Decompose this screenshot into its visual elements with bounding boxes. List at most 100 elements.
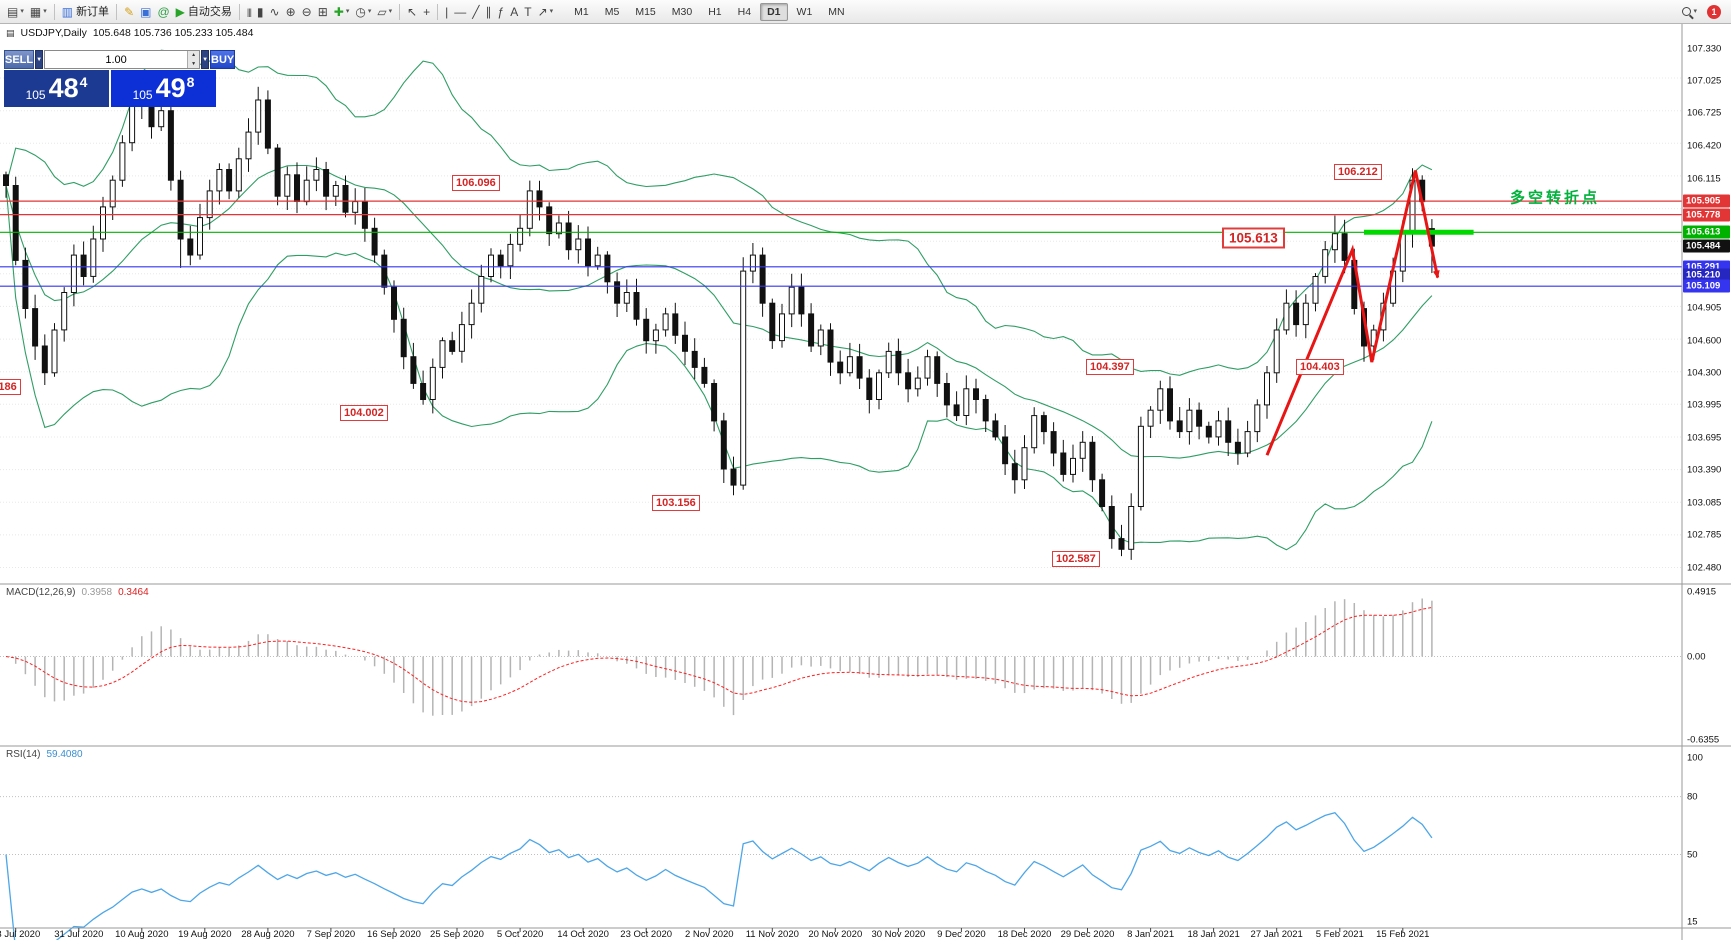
buy-button[interactable]: BUY <box>210 50 236 69</box>
chart-annotation[interactable]: 多空转折点 <box>1510 189 1601 207</box>
history-center-button[interactable]: ▣ <box>137 2 154 22</box>
one-click-trading-panel: SELL ▼ ▲ ▼ ▼ BUY 105 48 4 105 49 8 <box>4 50 236 107</box>
trade-price-tiles: 105 48 4 105 49 8 <box>4 70 217 107</box>
timeframe-h4[interactable]: H4 <box>737 5 752 18</box>
toolbar-separator <box>399 3 401 20</box>
autotrading-button[interactable]: ▶ 自动交易 <box>173 2 235 22</box>
new-order-button[interactable]: ▥ 新订单 <box>59 2 112 22</box>
search-button[interactable]: ▾ <box>1679 2 1700 22</box>
tile-windows-button[interactable]: ⊞ <box>315 2 331 22</box>
channel-icon: ∥ <box>485 4 492 19</box>
buy-price-tile[interactable]: 105 49 8 <box>111 70 216 107</box>
ohlc-bars-icon: ||| <box>246 6 252 17</box>
rsi-name: RSI(14) <box>6 749 41 760</box>
timeframe-m15[interactable]: M15 <box>635 5 656 18</box>
sell-price-big: 48 <box>48 73 79 103</box>
sell-button[interactable]: SELL <box>4 50 35 69</box>
grid-lines <box>0 77 1682 568</box>
trendline-icon: ╱ <box>472 4 480 19</box>
chart-window-button[interactable]: ▤ ▾ <box>4 2 27 22</box>
macd-main-value: 0.3958 <box>81 587 113 598</box>
volume-stepper[interactable]: ▲ ▼ <box>187 51 200 68</box>
chevron-down-icon: ▾ <box>43 7 47 15</box>
toolbar-separator <box>53 3 55 20</box>
profiles-button[interactable]: ▦ ▾ <box>27 2 50 22</box>
toolbar-right: ▾ 1 <box>1679 2 1727 22</box>
toolbar: ▤ ▾ ▦ ▾ ▥ 新订单 ✎ ▣ @ ▶ 自动交易 ||| ▮ ∿ ⊕ ⊖ ⊞ ✚ ▾ ◷ ▾ ▱ ▾ ↖ + | ― ╱ ∥ ƒ A T ↗… <box>0 0 1731 24</box>
buy-price-pipette: 8 <box>186 74 195 90</box>
toolbar-buttons: ▤ ▾ ▦ ▾ ▥ 新订单 ✎ ▣ @ ▶ 自动交易 ||| ▮ ∿ ⊕ ⊖ ⊞ ✚ ▾ ◷ ▾ ▱ ▾ ↖ + | ― ╱ ∥ ƒ A T ↗… <box>4 2 556 22</box>
sell-price-tile[interactable]: 105 48 4 <box>4 70 109 107</box>
timeframe-d1[interactable]: D1 <box>760 2 788 21</box>
rsi-line <box>5 811 1433 940</box>
macd-signal-value: 0.3464 <box>118 587 149 598</box>
market-icon: @ <box>157 4 170 19</box>
fibonacci-button[interactable]: ƒ <box>495 2 508 22</box>
vertical-line-button[interactable]: | <box>442 2 451 22</box>
symbol-period-label: USDJPY,Daily <box>20 27 87 39</box>
arrows-button[interactable]: ↗ ▾ <box>535 2 557 22</box>
ohlc-values: 105.648 105.736 105.233 105.484 <box>92 27 254 39</box>
bollinger-bands <box>5 49 1433 551</box>
spin-up-icon[interactable]: ▲ <box>188 51 200 60</box>
timeframe-w1[interactable]: W1 <box>796 5 813 18</box>
timeframe-h1[interactable]: H1 <box>708 5 722 18</box>
arrows-icon: ↗ <box>537 4 548 19</box>
chevron-down-icon: ▾ <box>345 7 350 15</box>
macd-name: MACD(12,26,9) <box>6 587 76 598</box>
chart-icon: ▤ <box>6 27 15 38</box>
sell-price-prefix: 105 <box>25 88 46 102</box>
time-ticks <box>15 928 1404 932</box>
spin-down-icon[interactable]: ▼ <box>188 59 200 68</box>
crosshair-button[interactable]: + <box>420 2 433 22</box>
templates-button[interactable]: ▱ ▾ <box>374 2 395 22</box>
macd-label: MACD(12,26,9) 0.3958 0.3464 <box>6 587 149 598</box>
horizontal-line-icon: ― <box>454 4 467 19</box>
timeframe-m1[interactable]: M1 <box>574 5 589 18</box>
notification-badge[interactable]: 1 <box>1707 4 1721 19</box>
period-button[interactable]: ◷ ▾ <box>352 2 374 22</box>
chart-title: ▤ USDJPY,Daily 105.648 105.736 105.233 1… <box>6 27 253 39</box>
trade-controls-row: SELL ▼ ▲ ▼ ▼ BUY <box>4 50 236 69</box>
trendline-button[interactable]: ╱ <box>469 2 482 22</box>
timeframe-mn[interactable]: MN <box>828 5 845 18</box>
vertical-line-icon: | <box>445 4 449 19</box>
price-axis[interactable] <box>1682 24 1731 940</box>
cursor-icon: ↖ <box>407 4 418 19</box>
rsi-label: RSI(14) 59.4080 <box>6 749 83 760</box>
autotrading-button-label: 自动交易 <box>187 5 232 18</box>
timeframe-m30[interactable]: M30 <box>671 5 693 18</box>
timeframe-m5[interactable]: M5 <box>604 5 620 18</box>
chart-area[interactable]: ▤ USDJPY,Daily 105.648 105.736 105.233 1… <box>0 24 1731 940</box>
cursor-button[interactable]: ↖ <box>404 2 420 22</box>
sell-options-caret[interactable]: ▼ <box>35 50 44 69</box>
metaeditor-button[interactable]: ✎ <box>121 2 137 22</box>
label-button[interactable]: T <box>521 2 534 22</box>
autotrading-play-icon: ▶ <box>175 4 185 19</box>
volume-input[interactable] <box>45 51 188 68</box>
add-indicator-icon: ✚ <box>333 4 344 19</box>
toolbar-separator <box>116 3 118 20</box>
metaeditor-pencil-icon: ✎ <box>124 4 135 19</box>
zoom-in-button[interactable]: ⊕ <box>283 2 299 22</box>
bar-chart-button[interactable]: ||| <box>244 2 254 22</box>
text-button[interactable]: A <box>507 2 521 22</box>
candlestick-chart-button[interactable]: ▮ <box>254 2 267 22</box>
trend-zigzag[interactable] <box>1265 170 1440 456</box>
zoom-out-button[interactable]: ⊖ <box>299 2 315 22</box>
chart-window-icon: ▤ <box>7 4 19 19</box>
template-icon: ▱ <box>377 4 387 19</box>
add-indicator-button[interactable]: ✚ ▾ <box>331 2 353 22</box>
horizontal-line-button[interactable]: ― <box>451 2 469 22</box>
zoom-in-icon: ⊕ <box>285 4 296 19</box>
chevron-down-icon: ▾ <box>1693 7 1697 15</box>
buy-options-caret[interactable]: ▼ <box>201 50 210 69</box>
volume-box: ▲ ▼ <box>44 50 201 69</box>
market-button[interactable]: @ <box>154 2 172 22</box>
search-icon <box>1682 7 1692 16</box>
horizontal-line-objects[interactable] <box>0 200 1682 287</box>
crosshair-icon: + <box>423 4 431 19</box>
line-chart-button[interactable]: ∿ <box>267 2 283 22</box>
chevron-down-icon: ▾ <box>20 7 24 15</box>
channel-button[interactable]: ∥ <box>483 2 495 22</box>
